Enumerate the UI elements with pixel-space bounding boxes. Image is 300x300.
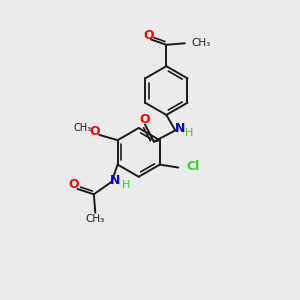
Text: CH₃: CH₃ xyxy=(74,123,92,133)
Text: CH₃: CH₃ xyxy=(191,38,211,48)
Text: CH₃: CH₃ xyxy=(86,214,105,224)
Text: O: O xyxy=(90,125,100,138)
Text: Cl: Cl xyxy=(187,160,200,173)
Text: O: O xyxy=(68,178,79,191)
Text: H: H xyxy=(185,128,193,138)
Text: N: N xyxy=(175,122,185,135)
Text: O: O xyxy=(139,113,150,127)
Text: H: H xyxy=(122,180,131,190)
Text: O: O xyxy=(144,29,154,42)
Text: N: N xyxy=(110,174,120,187)
